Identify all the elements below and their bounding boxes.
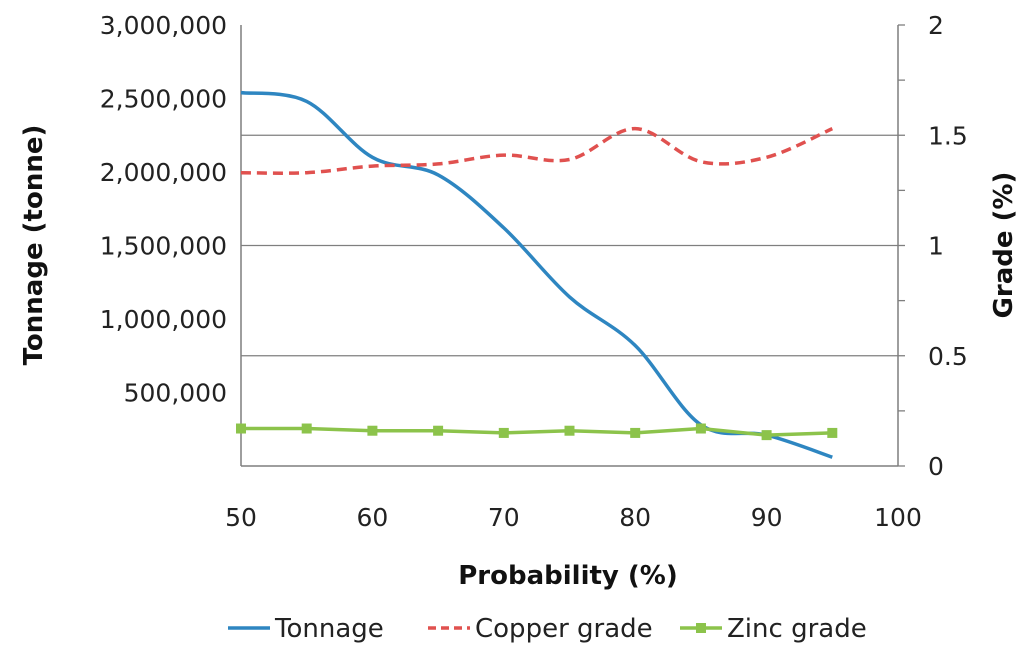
x-tick-label: 70 (488, 503, 520, 532)
legend-zinc-grade-marker (696, 623, 706, 633)
tonnage-line (240, 90, 833, 459)
zinc-grade-point (236, 423, 246, 434)
tick-labels: 500,000 1,000,000 1,500,000 2,000,000 2,500,… (100, 11, 968, 532)
right-tick-label: 0.5 (928, 342, 968, 371)
right-tick-label: 0 (928, 452, 944, 481)
x-tick-label: 50 (225, 503, 257, 532)
x-axis-title: Probability (%) (458, 561, 678, 591)
zinc-grade-point (695, 423, 706, 434)
left-tick-label: 1,500,000 (100, 232, 227, 261)
zinc-grade-point (827, 427, 838, 438)
x-tick-label: 90 (751, 503, 783, 532)
legend: Tonnage Copper grade Zinc grade (228, 614, 867, 644)
right-tick-label: 1 (928, 232, 944, 261)
zinc-grade-point (498, 427, 509, 438)
legend-zinc-grade-label: Zinc grade (727, 614, 867, 644)
zinc-grade-point (367, 425, 378, 436)
legend-tonnage-label: Tonnage (274, 614, 384, 644)
axes (240, 24, 905, 467)
left-tick-label: 3,000,000 (100, 11, 227, 40)
left-tick-label: 1,000,000 (100, 305, 227, 334)
zinc-grade-line (241, 426, 833, 437)
x-tick-label: 100 (874, 503, 922, 532)
zinc-grade-point (761, 430, 772, 441)
left-y-axis-title: Tonnage (tonne) (19, 125, 49, 366)
right-y-axis-title: Grade (%) (989, 172, 1019, 319)
gridlines (241, 134, 898, 357)
left-tick-label: 500,000 (124, 379, 227, 408)
right-tick-label: 1.5 (928, 121, 968, 150)
x-tick-label: 60 (356, 503, 388, 532)
series-group (236, 90, 838, 459)
left-tick-label: 2,000,000 (100, 158, 227, 187)
zinc-grade-point (630, 427, 641, 438)
legend-copper-grade-label: Copper grade (475, 614, 653, 644)
left-tick-label: 2,500,000 (100, 85, 227, 114)
x-tick-label: 80 (619, 503, 651, 532)
right-tick-label: 2 (928, 11, 944, 40)
zinc-grade-point (564, 425, 575, 436)
copper-grade-line (240, 126, 834, 175)
zinc-grade-point (301, 423, 312, 434)
zinc-grade-point (433, 425, 444, 436)
